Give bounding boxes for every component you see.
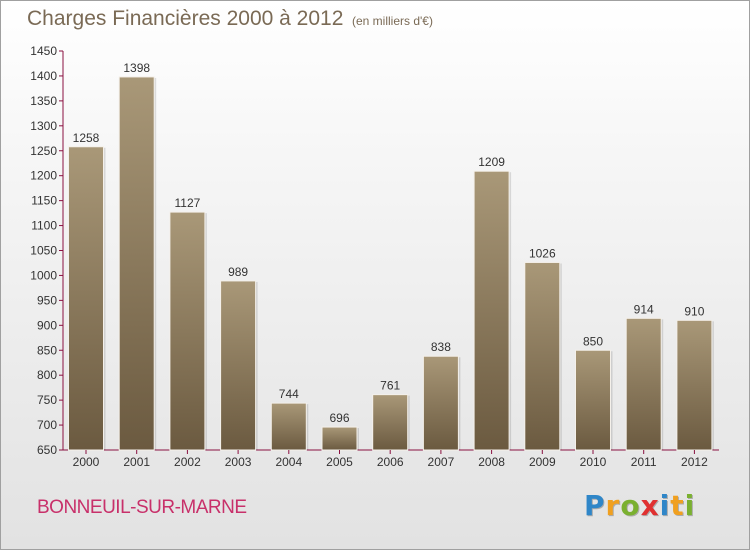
bar [68,146,104,451]
x-tick-label: 2011 [631,455,657,469]
logo-letter: i [684,489,696,522]
bar-value-label: 1209 [478,155,505,169]
logo-letter: o [620,489,641,522]
bar-value-label: 1258 [73,131,100,145]
bar-value-label: 838 [431,340,451,354]
x-tick-label: 2010 [580,455,607,469]
bar-value-label: 1398 [123,61,150,75]
y-tick-label: 750 [37,393,57,407]
y-tick-label: 950 [37,293,57,307]
y-tick-label: 1350 [30,94,57,108]
y-tick-label: 1100 [31,219,57,233]
bar [118,76,155,451]
bar-value-label: 744 [279,387,299,401]
x-tick-label: 2003 [225,455,252,469]
proxiti-logo[interactable]: Proxiti [584,489,695,522]
bar-value-label: 1026 [529,246,556,260]
bar [220,280,257,451]
x-tick-label: 2007 [428,455,455,469]
bar-value-label: 850 [583,334,603,348]
x-tick-label: 2006 [377,455,404,469]
y-tick-label: 1300 [30,119,57,133]
bar-value-label: 989 [228,265,248,279]
y-tick-label: 650 [37,443,57,457]
y-tick-label: 1050 [30,244,57,258]
y-tick-label: 1250 [30,144,57,158]
y-tick-label: 1150 [31,194,57,208]
bar-value-label: 761 [380,379,400,393]
logo-letter: i [659,489,671,522]
bar [270,402,307,451]
logo-letter: P [584,489,606,522]
logo-letter: t [670,489,685,522]
x-tick-label: 2004 [275,455,302,469]
bar [676,319,713,451]
location-name: BONNEUIL-SUR-MARNE [37,497,247,518]
chart-title: Charges Financières 2000 à 2012 [27,7,344,30]
bar [524,261,561,451]
x-tick-label: 2005 [326,455,353,469]
bar [372,394,409,451]
logo-letter: r [605,489,621,522]
x-tick-label: 2001 [123,455,150,469]
y-tick-label: 700 [37,418,57,432]
y-tick-label: 850 [37,343,57,357]
x-tick-label: 2008 [478,455,505,469]
y-tick-label: 1200 [30,169,57,183]
bar [321,426,358,451]
bar-value-label: 910 [684,304,704,318]
bar [473,170,510,451]
y-tick-label: 1450 [30,44,57,58]
bar [575,349,611,451]
bar [422,355,459,451]
bar-value-label: 696 [329,411,349,425]
bar-value-label: 914 [634,302,654,316]
x-tick-label: 2002 [174,455,201,469]
bar [625,317,662,451]
y-tick-label: 1400 [30,69,57,83]
y-tick-label: 800 [37,368,57,382]
x-tick-label: 2000 [73,455,100,469]
y-tick-label: 1000 [30,268,57,282]
x-tick-label: 2009 [529,455,556,469]
bar [169,211,206,451]
x-tick-label: 2012 [681,455,708,469]
y-tick-label: 900 [37,318,57,332]
chart-subtitle: (en milliers d'€) [352,14,433,28]
bar-value-label: 1127 [174,196,200,210]
logo-letter: x [640,489,660,522]
